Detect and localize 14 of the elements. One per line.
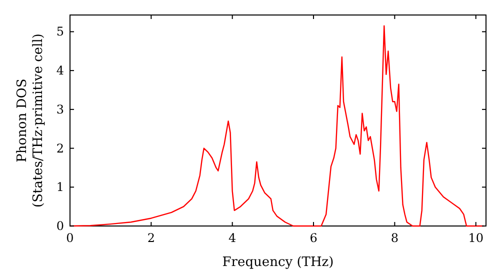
x-axis-title: Frequency (THz)	[222, 255, 334, 270]
x-tick-label: 8	[390, 231, 399, 245]
x-tick-label: 0	[66, 231, 74, 245]
y-axis-title: Phonon DOS (States/THz·primitive cell)	[15, 33, 46, 208]
y-tick-label: 4	[56, 64, 64, 78]
x-tick-label: 4	[228, 231, 237, 245]
y-tick-label: 0	[56, 219, 64, 233]
y-tick-label: 2	[56, 141, 64, 156]
y-tick-label: 5	[56, 24, 64, 39]
x-tick-label: 10	[468, 231, 484, 245]
x-tick-label: 6	[310, 231, 318, 245]
x-tick-label: 2	[147, 231, 155, 245]
y-tick-label: 1	[56, 180, 64, 194]
y-tick-label: 3	[56, 102, 64, 116]
